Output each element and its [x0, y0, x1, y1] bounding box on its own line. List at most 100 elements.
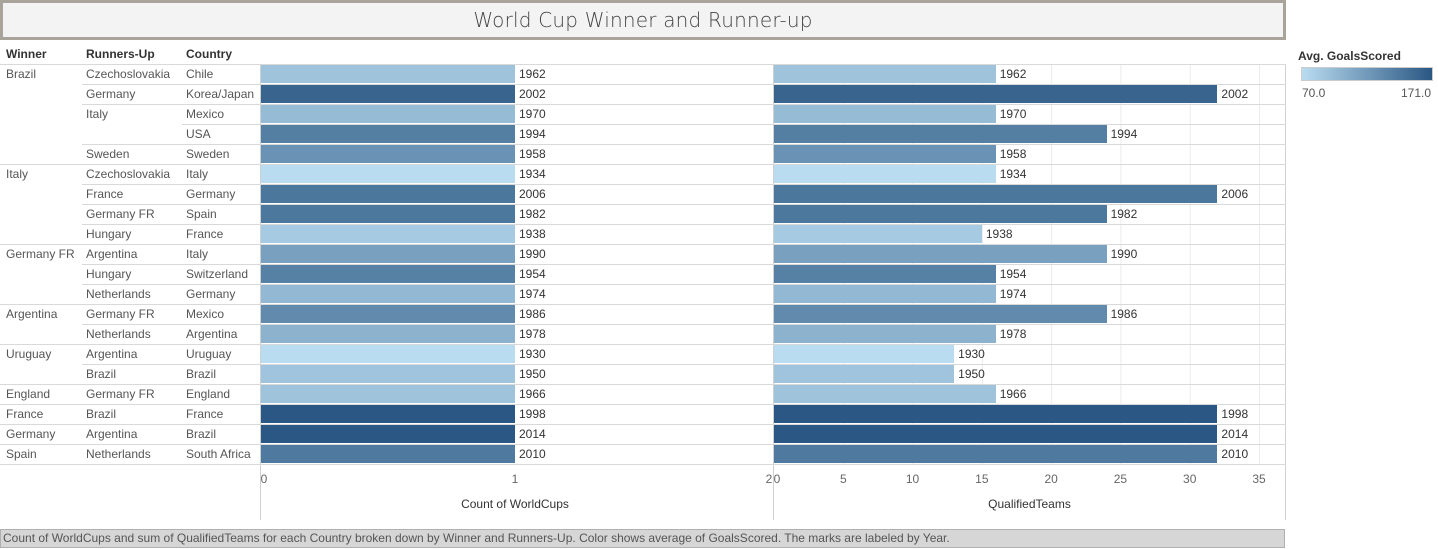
runners-up-label[interactable]: Netherlands	[86, 287, 151, 301]
winner-label[interactable]: Italy	[6, 167, 29, 181]
country-label[interactable]: Italy	[186, 167, 209, 181]
country-label[interactable]: South Africa	[186, 447, 251, 461]
qualified-teams-bar[interactable]	[774, 365, 955, 383]
country-label[interactable]: Germany	[186, 287, 236, 301]
winner-label[interactable]: Brazil	[6, 67, 37, 81]
runners-up-label[interactable]: Sweden	[86, 147, 130, 161]
worldcups-bar[interactable]	[261, 365, 515, 383]
worldcups-bar[interactable]	[261, 165, 515, 183]
country-label[interactable]: Chile	[186, 67, 214, 81]
runners-up-label[interactable]: Argentina	[86, 347, 138, 361]
qualified-teams-bar[interactable]	[774, 145, 996, 163]
country-label[interactable]: England	[186, 387, 231, 401]
country-label[interactable]: USA	[186, 127, 211, 141]
qualified-teams-bar[interactable]	[774, 165, 996, 183]
runners-up-label[interactable]: France	[86, 187, 124, 201]
worldcups-bar[interactable]	[261, 85, 515, 103]
qualified-teams-bar[interactable]	[774, 265, 996, 283]
winner-label[interactable]: France	[6, 407, 44, 421]
qualified-teams-bar-label: 1930	[958, 347, 985, 361]
worldcups-bar[interactable]	[261, 345, 515, 363]
qualified-teams-bar[interactable]	[774, 405, 1218, 423]
country-label[interactable]: Sweden	[186, 147, 230, 161]
winner-label[interactable]: Uruguay	[6, 347, 52, 361]
runners-up-label[interactable]: Netherlands	[86, 327, 151, 341]
worldcups-bar-label: 1994	[519, 127, 546, 141]
runners-up-label[interactable]: Germany	[86, 87, 136, 101]
runners-up-label[interactable]: Brazil	[86, 367, 117, 381]
qualified-teams-bar[interactable]	[774, 85, 1218, 103]
worldcups-bar[interactable]	[261, 205, 515, 223]
worldcups-bar[interactable]	[261, 245, 515, 263]
winner-label[interactable]: England	[6, 387, 51, 401]
winner-header[interactable]: Winner	[6, 47, 47, 61]
qualified-teams-bar[interactable]	[774, 245, 1107, 263]
qualified-teams-bar[interactable]	[774, 205, 1107, 223]
runners-up-label[interactable]: Germany FR	[86, 207, 155, 221]
runners-up-label[interactable]: Brazil	[86, 407, 117, 421]
qualified-teams-bar[interactable]	[774, 325, 996, 343]
runners-up-label[interactable]: Hungary	[86, 267, 132, 281]
country-label[interactable]: Italy	[186, 247, 209, 261]
qualified-teams-bar[interactable]	[774, 345, 955, 363]
winner-label[interactable]: Germany	[6, 427, 56, 441]
country-label[interactable]: Germany	[186, 187, 236, 201]
qualified-teams-bar[interactable]	[774, 125, 1107, 143]
runners-up-label[interactable]: Netherlands	[86, 447, 151, 461]
runners-up-label[interactable]: Argentina	[86, 427, 138, 441]
qualified-teams-bar[interactable]	[774, 65, 996, 83]
qualified-teams-bar[interactable]	[774, 105, 996, 123]
worldcups-bar-label: 1938	[519, 227, 546, 241]
country-header[interactable]: Country	[186, 47, 232, 61]
runners-up-label[interactable]: Czechoslovakia	[86, 67, 171, 81]
worldcups-bar-label: 1950	[519, 367, 546, 381]
qualified-teams-bar[interactable]	[774, 305, 1107, 323]
worldcups-bar[interactable]	[261, 305, 515, 323]
qualified-teams-bar[interactable]	[774, 385, 996, 403]
qualified-teams-bar[interactable]	[774, 185, 1218, 203]
country-label[interactable]: Switzerland	[186, 267, 249, 281]
runners-up-label[interactable]: Germany FR	[86, 307, 155, 321]
country-label[interactable]: Korea/Japan	[186, 87, 255, 101]
worldcups-bar[interactable]	[261, 265, 515, 283]
worldcups-bar[interactable]	[261, 405, 515, 423]
worldcups-bar[interactable]	[261, 65, 515, 83]
country-label[interactable]: Brazil	[186, 367, 217, 381]
legend-color-ramp[interactable]	[1301, 67, 1433, 81]
chart-area: Brazil Czechoslovakia Chile 1962 1962 Germany…	[0, 64, 1286, 520]
qualified-teams-bar[interactable]	[774, 225, 982, 243]
country-label[interactable]: Mexico	[186, 307, 225, 321]
worldcups-bar[interactable]	[261, 325, 515, 343]
worldcups-bar[interactable]	[261, 145, 515, 163]
country-label[interactable]: Brazil	[186, 427, 217, 441]
qualified-teams-bar-label: 2002	[1221, 87, 1249, 101]
qualified-teams-bar[interactable]	[774, 285, 996, 303]
runners-up-label[interactable]: Czechoslovakia	[86, 167, 171, 181]
worldcups-bar[interactable]	[261, 445, 515, 463]
worldcups-bar[interactable]	[261, 225, 515, 243]
worldcups-bar[interactable]	[261, 185, 515, 203]
worldcups-bar[interactable]	[261, 285, 515, 303]
worldcups-bar[interactable]	[261, 385, 515, 403]
worldcups-bar[interactable]	[261, 125, 515, 143]
qualified-teams-bar[interactable]	[774, 425, 1218, 443]
runners-up-label[interactable]: Hungary	[86, 227, 132, 241]
runners-up-label[interactable]: Germany FR	[86, 387, 155, 401]
qualified-teams-bar[interactable]	[774, 445, 1218, 463]
worldcups-bar[interactable]	[261, 105, 515, 123]
winner-label[interactable]: Germany FR	[6, 247, 75, 261]
winner-label[interactable]: Argentina	[6, 307, 58, 321]
country-label[interactable]: Mexico	[186, 107, 225, 121]
country-label[interactable]: Argentina	[186, 327, 238, 341]
country-label[interactable]: Spain	[186, 207, 217, 221]
runners-up-label[interactable]: Argentina	[86, 247, 138, 261]
country-label[interactable]: France	[186, 407, 224, 421]
qualified-teams-bar-label: 1994	[1110, 127, 1138, 141]
country-label[interactable]: Uruguay	[186, 347, 232, 361]
country-label[interactable]: France	[186, 227, 224, 241]
runners-up-header[interactable]: Runners-Up	[86, 47, 155, 61]
worldcups-bar[interactable]	[261, 425, 515, 443]
winner-label[interactable]: Spain	[6, 447, 37, 461]
runners-up-label[interactable]: Italy	[86, 107, 109, 121]
worldcups-bar-label: 2014	[519, 427, 546, 441]
